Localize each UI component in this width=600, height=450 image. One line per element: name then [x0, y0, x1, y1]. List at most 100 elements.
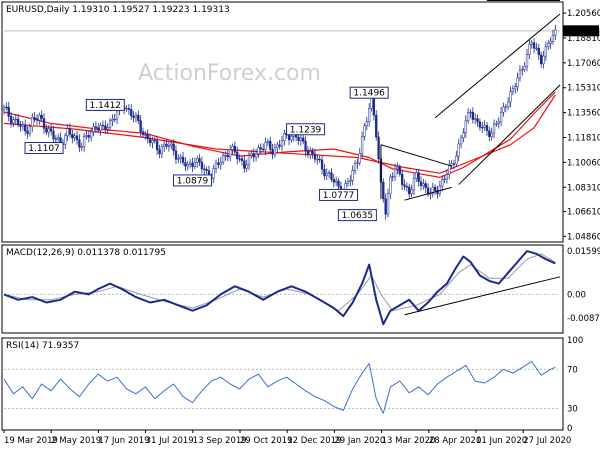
triangle-upper [380, 144, 452, 167]
rsi-lines [3, 361, 556, 414]
candle-body [101, 124, 105, 127]
candle-body [125, 108, 128, 110]
candle-body [405, 186, 409, 188]
candle-body [2, 106, 6, 110]
date-tick-label: 29 Oct 2019 [240, 436, 293, 446]
candle-body [323, 168, 326, 177]
candle-body [45, 128, 48, 133]
rsi-panel-title: RSI(14) 71.9357 [6, 341, 79, 351]
date-tick-label: 28 Apr 2020 [429, 436, 482, 446]
candle-body [283, 132, 286, 142]
candle-body [528, 44, 531, 55]
candle-body [254, 153, 258, 158]
candle-body [134, 114, 138, 118]
candle-body [80, 146, 83, 148]
price-annotation-box [319, 188, 359, 201]
candle-body [160, 146, 163, 155]
candle-body [299, 137, 302, 141]
candle-body [130, 109, 133, 117]
candle-body [499, 111, 503, 123]
fe-label: FE 61.8 [524, 0, 558, 1]
candle-body [353, 163, 357, 171]
candle-body [433, 186, 437, 191]
price-annotation-label: 1.1239 [290, 125, 322, 135]
candle-body [466, 112, 470, 122]
candle-body [452, 163, 456, 165]
macd-lines [3, 250, 561, 326]
candle-body [52, 130, 55, 139]
date-tick-label: 2 May 2019 [51, 436, 101, 446]
candle-body [250, 153, 253, 156]
last-price-tag [563, 25, 599, 37]
price-annotation-box [24, 142, 64, 155]
macd-panel-title: MACD(12,26,9) 0.011378 0.011795 [6, 248, 166, 258]
candle-body [436, 190, 439, 194]
candle-body [485, 125, 489, 131]
candle-body [360, 135, 364, 154]
rsi-tick-label: 100 [567, 336, 583, 346]
price-tick-label: 1.18810 [567, 34, 600, 44]
candle-body [504, 106, 507, 108]
channel-upper [434, 13, 561, 119]
last-price-label: 1.19313 [565, 27, 600, 37]
candle-body [549, 41, 552, 44]
candle-body [257, 147, 260, 155]
price-annotation-box [337, 209, 377, 222]
candle-body [7, 106, 10, 117]
date-tick-label: 11 Jun 2020 [476, 436, 527, 446]
date-tick-label: 27 Jul 2020 [523, 436, 571, 446]
candle-body [401, 173, 404, 185]
price-annotations: 1.1412 1.1107 1.0879 1.1239 1.1496 1.0777 1.06… [24, 86, 389, 222]
rsi-line [3, 361, 556, 414]
price-tick-label: 1.08310 [567, 183, 600, 193]
candle-body [245, 164, 248, 169]
candle-body [127, 108, 131, 110]
candle-body [68, 128, 72, 135]
price-grid: FE 61.8 [4, 0, 560, 32]
candle-body [224, 155, 227, 157]
candle-body [542, 55, 545, 65]
candle-body [478, 121, 482, 128]
candle-body [231, 145, 234, 150]
candle-body [457, 143, 460, 157]
candle-body [113, 118, 116, 121]
candle-body [57, 137, 60, 140]
candle-body [146, 134, 149, 140]
candle-body [221, 155, 225, 163]
candle-body [389, 176, 392, 194]
candle-body [335, 180, 338, 183]
candle-body [233, 145, 237, 153]
candle-body [422, 183, 425, 186]
candle-body [309, 150, 312, 155]
candle-body [137, 114, 140, 121]
candle-body [521, 68, 524, 71]
rsi-tick-label: 0 [567, 424, 572, 434]
candle-body [151, 139, 154, 144]
candle-body [476, 118, 479, 123]
rsi-tick-label: 30 [567, 404, 578, 414]
date-tick-label: 12 Dec 2019 [287, 436, 341, 446]
candle-body [509, 91, 512, 103]
candle-body [238, 158, 241, 160]
date-tick-label: 17 Jun 2019 [98, 436, 149, 446]
candle-body [351, 170, 354, 181]
candle-body [16, 118, 20, 125]
candle-body [196, 158, 199, 163]
date-tick-label: 13 Sep 2019 [193, 436, 247, 446]
candle-body [490, 132, 493, 137]
candle-body [306, 151, 310, 155]
candle-body [532, 42, 536, 49]
price-tick-label: 1.06610 [567, 207, 600, 217]
candle-body [391, 176, 394, 178]
candle-body [264, 142, 267, 150]
candle-body [24, 124, 27, 132]
candle-body [193, 162, 196, 167]
candle-body [115, 110, 119, 120]
candle-body [530, 42, 533, 45]
candle-body [280, 140, 284, 147]
date-tick-label: 13 Mar 2020 [382, 436, 436, 446]
candle-body [240, 158, 244, 161]
candle-body [492, 123, 496, 134]
candle-body [188, 162, 192, 165]
